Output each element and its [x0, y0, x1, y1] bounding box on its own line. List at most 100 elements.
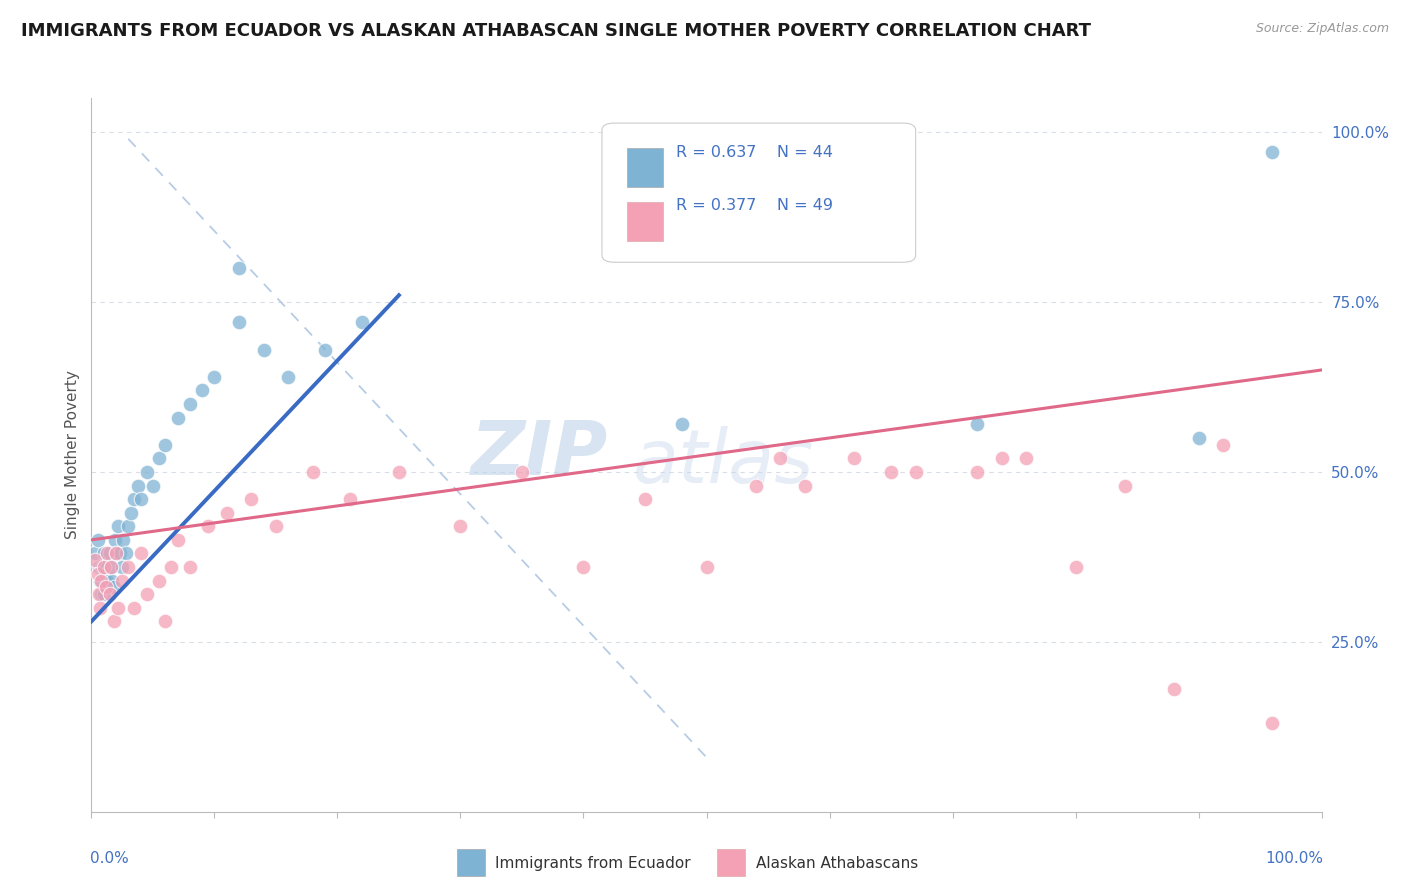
Point: [166, 533, 188, 547]
Point: [228, 315, 250, 329]
Point: [314, 343, 336, 357]
Point: [107, 600, 129, 615]
Point: [90, 574, 112, 588]
Text: Alaskan Athabascans: Alaskan Athabascans: [756, 856, 918, 871]
Point: [264, 519, 287, 533]
Point: [202, 369, 225, 384]
Point: [966, 417, 988, 432]
Point: [793, 478, 815, 492]
Point: [111, 574, 134, 588]
Text: R = 0.637    N = 44: R = 0.637 N = 44: [676, 145, 832, 160]
Point: [96, 566, 117, 581]
Point: [153, 615, 177, 629]
Point: [100, 560, 122, 574]
Point: [1015, 451, 1038, 466]
Point: [105, 546, 127, 560]
Bar: [627, 148, 664, 187]
Point: [105, 546, 127, 560]
Point: [572, 560, 595, 574]
Point: [93, 546, 115, 560]
Point: [86, 533, 108, 547]
Point: [108, 546, 131, 560]
Point: [107, 519, 129, 533]
Text: 100.0%: 100.0%: [1265, 851, 1323, 866]
Point: [1261, 145, 1284, 160]
Point: [1163, 682, 1185, 697]
Point: [93, 560, 115, 574]
Text: 0.0%: 0.0%: [90, 851, 129, 866]
Point: [84, 546, 107, 560]
Point: [166, 410, 188, 425]
Point: [388, 465, 411, 479]
Point: [1114, 478, 1136, 492]
Point: [98, 546, 121, 560]
Point: [129, 546, 152, 560]
Point: [101, 574, 124, 588]
Point: [197, 519, 219, 533]
Point: [103, 581, 125, 595]
Point: [98, 587, 121, 601]
Point: [112, 533, 135, 547]
Text: IMMIGRANTS FROM ECUADOR VS ALASKAN ATHABASCAN SINGLE MOTHER POVERTY CORRELATION : IMMIGRANTS FROM ECUADOR VS ALASKAN ATHAB…: [21, 22, 1091, 40]
Point: [745, 478, 768, 492]
Point: [191, 384, 214, 398]
Point: [127, 478, 149, 492]
Text: Source: ZipAtlas.com: Source: ZipAtlas.com: [1256, 22, 1389, 36]
Point: [87, 587, 110, 601]
Point: [1261, 716, 1284, 731]
Point: [91, 560, 114, 574]
Point: [240, 492, 263, 507]
Point: [148, 451, 170, 466]
Point: [142, 478, 165, 492]
Text: atlas: atlas: [633, 426, 814, 498]
Text: R = 0.377    N = 49: R = 0.377 N = 49: [676, 198, 832, 213]
Point: [277, 369, 299, 384]
Point: [634, 492, 657, 507]
Bar: [627, 202, 664, 241]
Point: [215, 506, 238, 520]
Point: [1064, 560, 1087, 574]
Point: [966, 465, 988, 479]
Point: [96, 574, 118, 588]
Point: [96, 546, 118, 560]
Point: [87, 560, 110, 574]
Point: [153, 438, 177, 452]
Point: [904, 465, 927, 479]
Point: [179, 560, 201, 574]
Point: [100, 560, 122, 574]
Point: [148, 574, 170, 588]
Point: [96, 581, 117, 595]
Point: [769, 451, 792, 466]
Text: Immigrants from Ecuador: Immigrants from Ecuador: [495, 856, 690, 871]
Point: [135, 465, 157, 479]
Text: ZIP: ZIP: [471, 418, 607, 491]
Point: [84, 553, 107, 567]
Y-axis label: Single Mother Poverty: Single Mother Poverty: [65, 370, 80, 540]
Point: [339, 492, 361, 507]
Point: [510, 465, 533, 479]
Point: [104, 533, 127, 547]
Point: [671, 417, 693, 432]
Point: [1212, 438, 1234, 452]
Point: [1187, 431, 1209, 445]
Point: [129, 492, 152, 507]
Point: [842, 451, 865, 466]
Point: [352, 315, 374, 329]
Point: [103, 615, 125, 629]
Point: [990, 451, 1012, 466]
Point: [117, 519, 139, 533]
Point: [86, 566, 108, 581]
Point: [301, 465, 323, 479]
Point: [89, 574, 111, 588]
Point: [253, 343, 276, 357]
Point: [135, 587, 157, 601]
Point: [124, 492, 146, 507]
Point: [90, 587, 112, 601]
Point: [114, 546, 138, 560]
FancyBboxPatch shape: [602, 123, 915, 262]
Point: [449, 519, 471, 533]
Point: [695, 560, 717, 574]
Point: [880, 465, 903, 479]
Point: [160, 560, 183, 574]
Point: [117, 560, 139, 574]
